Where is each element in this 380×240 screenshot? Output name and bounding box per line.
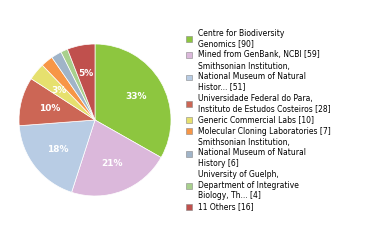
Text: 18%: 18% — [47, 145, 69, 154]
Legend: Centre for Biodiversity
Genomics [90], Mined from GenBank, NCBI [59], Smithsonia: Centre for Biodiversity Genomics [90], M… — [186, 29, 331, 211]
Wedge shape — [71, 120, 161, 196]
Text: 3%: 3% — [51, 85, 66, 95]
Text: 10%: 10% — [39, 104, 60, 113]
Wedge shape — [95, 44, 171, 157]
Wedge shape — [19, 120, 95, 192]
Wedge shape — [52, 52, 95, 120]
Text: 21%: 21% — [101, 159, 123, 168]
Text: 5%: 5% — [79, 69, 94, 78]
Wedge shape — [31, 65, 95, 120]
Wedge shape — [61, 49, 95, 120]
Wedge shape — [67, 44, 95, 120]
Text: 33%: 33% — [125, 92, 146, 101]
Wedge shape — [42, 57, 95, 120]
Wedge shape — [19, 79, 95, 126]
